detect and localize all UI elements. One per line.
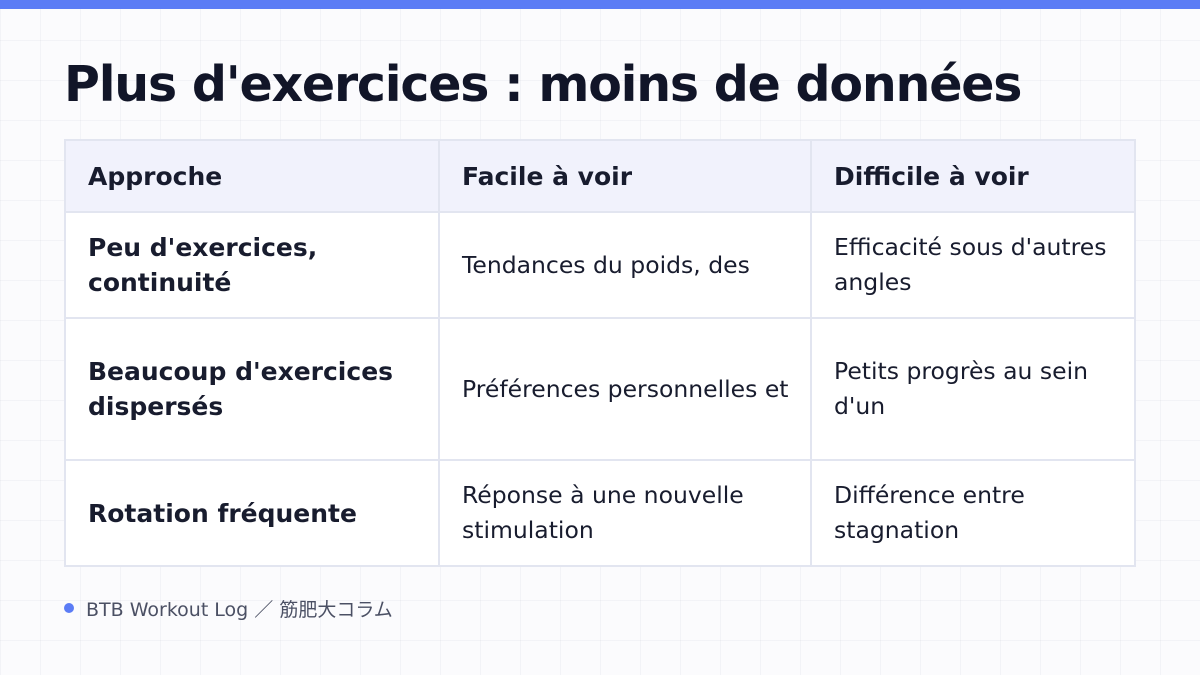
row-approach-cell: Beaucoup d'exercices dispersés xyxy=(66,319,440,461)
footer-source: BTB Workout Log ／ 筋肥大コラム xyxy=(64,594,393,622)
row-easy-cell: Réponse à une nouvelle stimulation xyxy=(440,461,812,565)
row-approach-cell: Rotation fréquente xyxy=(66,461,440,565)
row-easy-cell: Préférences personnelles et xyxy=(440,319,812,461)
footer-source-text: BTB Workout Log ／ 筋肥大コラム xyxy=(86,598,393,621)
row-approach-cell: Peu d'exercices, continuité xyxy=(66,213,440,319)
slide-title: Plus d'exercices : moins de données xyxy=(64,56,1022,113)
top-accent-bar xyxy=(0,0,1200,9)
bullet-dot-icon xyxy=(64,603,74,613)
row-hard-cell: Différence entre stagnation xyxy=(834,481,1025,544)
column-header-easy-to-see: Facile à voir xyxy=(440,141,812,213)
row-hard-cell: Petits progrès au sein d'un xyxy=(812,319,1134,461)
comparison-table: Approche Facile à voir Difficile à voir … xyxy=(64,139,1136,567)
row-easy-cell: Tendances du poids, des xyxy=(440,213,812,319)
row-hard-cell: Efficacité sous d'autres angles xyxy=(812,213,1134,319)
column-header-hard-to-see: Difficile à voir xyxy=(812,141,1134,213)
column-header-approach: Approche xyxy=(66,141,440,213)
